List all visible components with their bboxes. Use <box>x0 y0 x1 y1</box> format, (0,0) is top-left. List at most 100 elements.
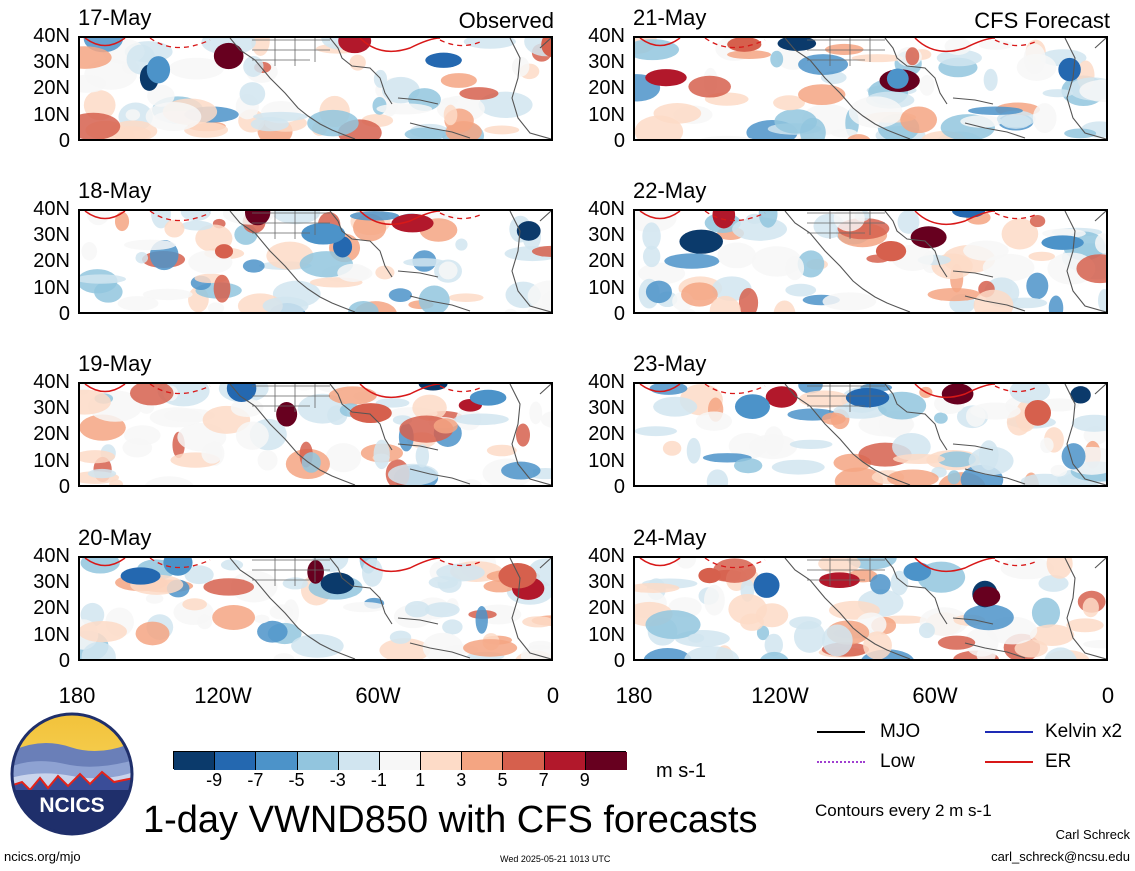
panel-date: 24-May <box>633 525 707 550</box>
x-tick-label: 60W <box>912 683 958 708</box>
forecast-label: CFS Forecast <box>974 8 1110 33</box>
legend-mjo-line <box>817 731 865 733</box>
footer-email: carl_schreck@ncsu.edu <box>991 849 1130 864</box>
lat-tick-label: 0 <box>58 302 70 325</box>
x-tick-label: 0 <box>546 683 560 708</box>
lat-tick-label: 20N <box>33 423 70 446</box>
logo-text: NCICS <box>39 794 104 817</box>
lat-tick-label: 40N <box>588 198 625 220</box>
legend-er-line <box>985 761 1033 763</box>
lat-tick-label: 0 <box>613 129 625 152</box>
x-tick-label: 0 <box>1101 683 1115 708</box>
lat-tick-label: 40N <box>33 371 70 393</box>
lat-tick-label: 30N <box>33 224 70 247</box>
colorbar-swatch <box>379 752 422 770</box>
legend-kelvin-line <box>985 731 1033 733</box>
legend-mjo-label: MJO <box>880 721 921 742</box>
footer-url: ncics.org/mjo <box>4 849 81 864</box>
colorbar-swatch <box>503 752 545 770</box>
colorbar-swatch <box>585 752 627 770</box>
colorbar-tick-label: -1 <box>370 770 387 790</box>
panel-date: 19-May <box>78 351 152 376</box>
colorbar-swatch <box>338 752 380 770</box>
vwnd-map-panel <box>633 382 1108 487</box>
colorbar-swatch <box>544 752 586 770</box>
lat-tick-label: 30N <box>33 397 70 420</box>
lat-tick-label: 0 <box>58 475 70 498</box>
footer-author: Carl Schreck <box>1055 827 1130 842</box>
panel-date: 22-May <box>633 178 707 203</box>
colorbar-tick-label: 3 <box>456 770 467 790</box>
lat-tick-label: 30N <box>588 224 625 247</box>
lat-tick-label: 10N <box>33 276 70 299</box>
vwnd-map-panel <box>633 36 1108 141</box>
vwnd-map-panel <box>78 382 553 487</box>
colorbar-swatch <box>297 752 339 770</box>
lat-tick-label: 0 <box>58 649 70 672</box>
lat-tick-label: 10N <box>588 276 625 299</box>
legend-low-label: Low <box>880 751 915 772</box>
lat-tick-label: 10N <box>33 623 70 646</box>
lat-tick-label: 10N <box>33 449 70 472</box>
colorbar-swatch <box>421 752 463 770</box>
panel-date: 23-May <box>633 351 707 376</box>
legend-er-label: ER <box>1045 751 1072 772</box>
lat-tick-label: 30N <box>588 51 625 74</box>
panel-date: 21-May <box>633 5 707 30</box>
colorbar-tick-label: -3 <box>329 770 346 790</box>
legend-kelvin-label: Kelvin x2 <box>1045 721 1123 742</box>
panel-date: 17-May <box>78 5 152 30</box>
colorbar-tick-label: 7 <box>538 770 549 790</box>
vwnd-map-panel <box>78 36 553 141</box>
colorbar-tick-label: -5 <box>288 770 305 790</box>
lat-tick-label: 20N <box>33 77 70 100</box>
x-tick-label: 180 <box>58 683 96 708</box>
colorbar-swatch <box>215 752 257 770</box>
panel-date: 18-May <box>78 178 152 203</box>
x-tick-label: 120W <box>194 683 252 708</box>
lat-tick-label: 0 <box>613 302 625 325</box>
lat-tick-label: 40N <box>588 25 625 47</box>
lat-tick-label: 20N <box>588 250 625 273</box>
lat-tick-label: 30N <box>588 571 625 594</box>
lat-tick-label: 40N <box>588 545 625 567</box>
vwnd-map-panel <box>78 209 553 314</box>
observed-label: Observed <box>458 8 554 33</box>
lat-tick-label: 40N <box>33 198 70 220</box>
lat-tick-label: 10N <box>588 103 625 126</box>
x-tick-label: 180 <box>615 683 653 708</box>
lat-tick-label: 30N <box>33 571 70 594</box>
colorbar-swatch <box>462 752 504 770</box>
lat-tick-label: 20N <box>588 597 625 620</box>
lat-tick-label: 10N <box>588 623 625 646</box>
ncics-logo: NCICS <box>10 712 134 836</box>
contour-note: Contours every 2 m s-1 <box>815 801 992 820</box>
colorbar-swatch <box>256 752 298 770</box>
lat-tick-label: 10N <box>33 103 70 126</box>
colorbar-units: m s-1 <box>656 760 706 782</box>
lat-tick-label: 40N <box>33 25 70 47</box>
legend-low-line <box>817 761 865 763</box>
lat-tick-label: 20N <box>588 77 625 100</box>
lat-tick-label: 10N <box>588 449 625 472</box>
figure-title: 1-day VWND850 with CFS forecasts <box>143 799 758 841</box>
lat-tick-label: 40N <box>33 545 70 567</box>
vwnd-map-panel <box>633 209 1108 314</box>
lat-tick-label: 0 <box>58 129 70 152</box>
lat-tick-label: 30N <box>33 51 70 74</box>
lat-tick-label: 0 <box>613 649 625 672</box>
footer-timestamp: Wed 2025-05-21 1013 UTC <box>500 854 611 864</box>
vwnd-map-panel <box>78 556 553 661</box>
x-tick-label: 60W <box>355 683 401 708</box>
colorbar-tick-label: 9 <box>579 770 590 790</box>
colorbar-tick-label: 1 <box>415 770 426 790</box>
vwnd-map-panel <box>633 556 1108 661</box>
colorbar <box>173 751 627 770</box>
x-tick-label: 120W <box>751 683 809 708</box>
panel-date: 20-May <box>78 525 152 550</box>
colorbar-tick-label: 5 <box>497 770 508 790</box>
lat-tick-label: 40N <box>588 371 625 393</box>
lat-tick-label: 20N <box>588 423 625 446</box>
lat-tick-label: 20N <box>33 250 70 273</box>
colorbar-tick-label: -9 <box>206 770 223 790</box>
